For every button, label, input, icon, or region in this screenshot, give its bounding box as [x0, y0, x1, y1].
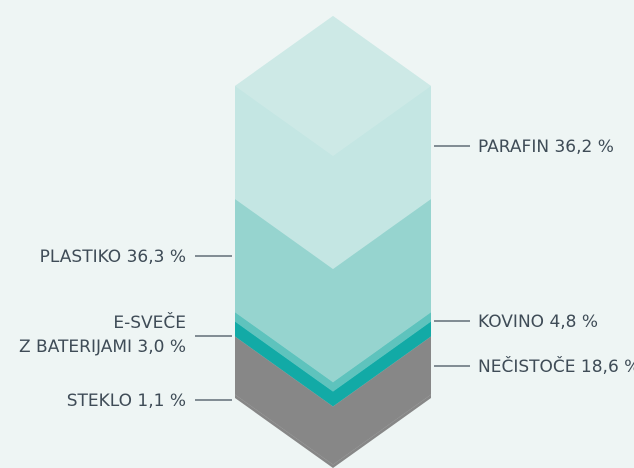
segment-kovino: [235, 321, 431, 407]
segment-plastiko: [235, 198, 431, 383]
segment-ne-isto-e: [235, 336, 431, 465]
steklo-label: STEKLO 1,1 %: [67, 391, 186, 411]
ne-isto-e-label: NEČISTOČE 18,6 %: [478, 355, 634, 377]
e-sve-e-z-baterijami-label-line-1: E-SVEČE: [113, 311, 186, 333]
parafin-label: PARAFIN 36,2 %: [478, 137, 614, 157]
kovino-label: KOVINO 4,8 %: [478, 312, 598, 332]
plastiko-label: PLASTIKO 36,3 %: [40, 247, 186, 267]
e-sve-e-z-baterijami-label-line-2: Z BATERIJAMI 3,0 %: [19, 337, 186, 357]
prism-top-face: [235, 16, 431, 156]
